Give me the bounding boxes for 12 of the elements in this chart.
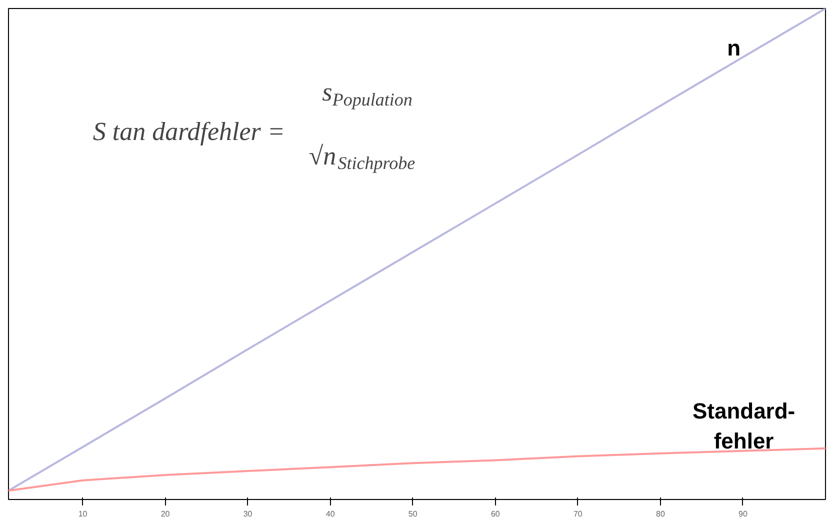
annotation: S tan dardfehler = [92,116,285,146]
x-tick-label: 40 [326,510,336,518]
x-tick-label: 30 [243,510,253,518]
x-tick-label: 90 [738,510,748,518]
series-label: Standard- fehler [692,398,796,454]
x-tick-label: 50 [408,510,418,518]
x-tick-label: 60 [490,510,500,518]
series-label: n [727,35,741,60]
x-tick-label: 20 [160,510,170,518]
x-tick-label: 80 [656,510,666,518]
x-tick-label: 70 [573,510,583,518]
x-tick-label: 10 [78,510,88,518]
